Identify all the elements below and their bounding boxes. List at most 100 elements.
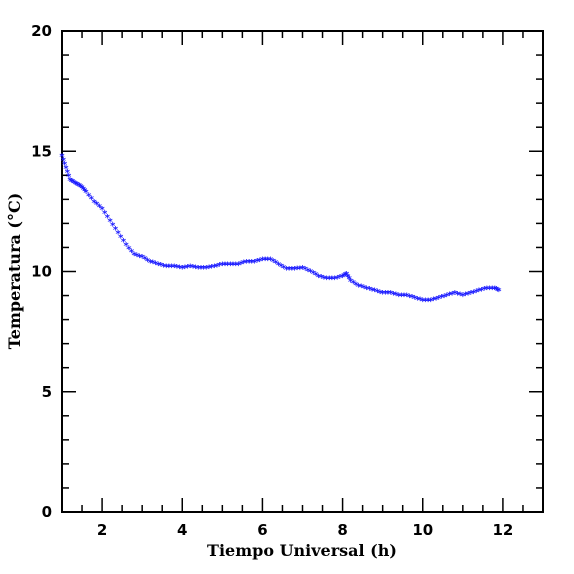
data-point: * (244, 258, 250, 269)
data-point: * (316, 272, 322, 283)
data-point: * (107, 217, 113, 228)
data-point: * (348, 277, 354, 288)
data-point: * (319, 273, 325, 284)
data-point: * (150, 259, 156, 270)
data-point: * (383, 289, 389, 300)
data-points: ****************************************… (59, 152, 502, 307)
data-point: * (246, 258, 252, 269)
data-point: * (412, 294, 418, 305)
data-point: * (341, 272, 347, 283)
data-point: * (209, 263, 215, 274)
data-point: * (303, 265, 309, 276)
data-point: * (129, 247, 135, 258)
data-point: * (372, 287, 378, 298)
data-point: * (377, 288, 383, 299)
data-point: * (332, 275, 338, 286)
data-point: * (180, 264, 186, 275)
data-point: * (204, 264, 210, 275)
data-point: * (102, 209, 108, 220)
data-point: * (156, 260, 162, 271)
data-point: * (164, 263, 170, 274)
y-tick-label: 10 (31, 263, 52, 281)
data-point: * (385, 289, 391, 300)
x-tick-label: 6 (257, 521, 267, 539)
x-tick-label: 2 (97, 521, 107, 539)
x-tick-label: 4 (177, 521, 187, 539)
data-point: * (97, 203, 103, 214)
data-point: * (254, 257, 260, 268)
data-point: * (321, 274, 327, 285)
data-point: * (110, 221, 116, 232)
data-point: * (495, 286, 501, 297)
data-point: * (62, 160, 68, 171)
data-point: * (305, 266, 311, 277)
data-point: * (369, 286, 375, 297)
data-point: * (78, 183, 84, 194)
data-point: * (458, 291, 464, 302)
data-point: * (166, 263, 172, 274)
data-point: * (79, 183, 85, 194)
axis-ticks (61, 30, 544, 513)
data-point: * (492, 284, 498, 295)
data-point: * (279, 262, 285, 273)
data-point: * (484, 284, 490, 295)
data-point: * (482, 285, 488, 296)
data-point: * (345, 272, 351, 283)
data-point: * (67, 176, 73, 187)
data-point: * (222, 260, 228, 271)
data-point: * (450, 290, 456, 301)
data-point: * (393, 291, 399, 302)
data-point: * (494, 285, 500, 296)
data-point: * (148, 258, 154, 269)
data-point: * (124, 241, 130, 252)
data-point: * (356, 282, 362, 293)
data-point: * (442, 292, 448, 303)
data-point: * (428, 296, 434, 307)
x-axis-label: Tiempo Universal (h) (207, 541, 397, 560)
data-point: * (273, 259, 279, 270)
data-point: * (228, 260, 234, 271)
data-point: * (71, 179, 77, 190)
data-point: * (335, 274, 341, 285)
data-point: * (433, 295, 439, 306)
data-point: * (444, 292, 450, 303)
data-point: * (474, 288, 480, 299)
data-point: * (308, 268, 314, 279)
data-point: * (407, 292, 413, 303)
data-point: * (300, 264, 306, 275)
data-point: * (201, 264, 207, 275)
data-point: * (63, 164, 69, 175)
data-point: * (463, 291, 469, 302)
data-point: * (225, 260, 231, 271)
data-point: * (343, 271, 349, 282)
data-point: * (230, 260, 236, 271)
data-point: * (415, 295, 421, 306)
data-point: * (61, 156, 67, 167)
data-point: * (220, 260, 226, 271)
data-point: * (118, 233, 124, 244)
data-point: * (324, 275, 330, 286)
data-point: * (161, 262, 167, 273)
y-tick-label: 20 (31, 22, 52, 40)
data-point: * (89, 195, 95, 206)
x-tick-label: 12 (492, 521, 513, 539)
data-point: * (132, 251, 138, 262)
data-point: * (297, 264, 303, 275)
data-point: * (77, 182, 83, 193)
data-point: * (172, 263, 178, 274)
data-point: * (361, 284, 367, 295)
y-axis-label: Temperatura (°C) (5, 193, 24, 350)
data-point: * (367, 285, 373, 296)
data-point: * (142, 255, 148, 266)
data-point: * (105, 213, 111, 224)
data-point: * (262, 255, 268, 266)
data-point: * (313, 271, 319, 282)
data-point: * (69, 177, 75, 188)
data-point: * (471, 288, 477, 299)
data-point: * (337, 273, 343, 284)
data-point: * (281, 263, 287, 274)
data-point: * (260, 255, 266, 266)
data-point: * (257, 256, 263, 267)
data-point: * (420, 296, 426, 307)
